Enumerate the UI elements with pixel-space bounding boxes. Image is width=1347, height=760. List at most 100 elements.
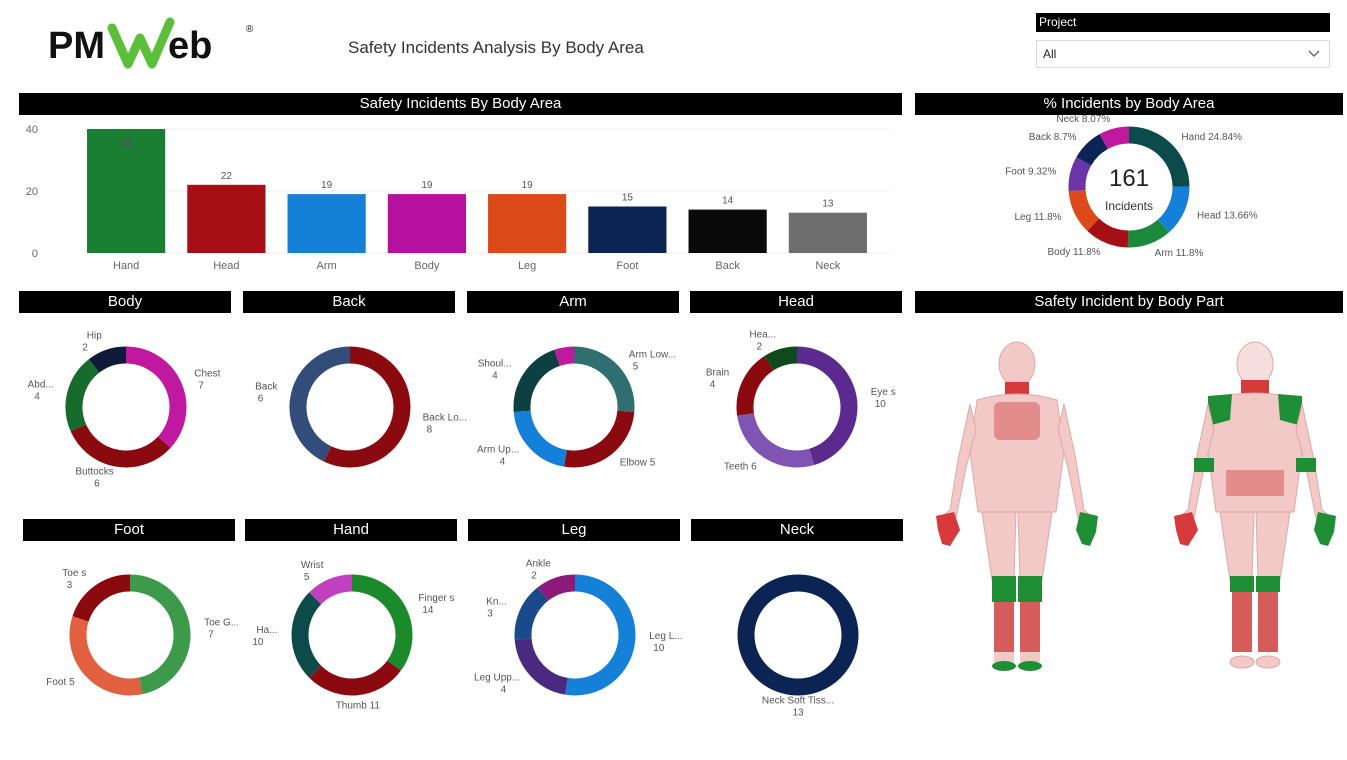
donut-slice[interactable]	[537, 574, 576, 601]
project-dropdown[interactable]: All	[1036, 40, 1330, 68]
bar-arm[interactable]	[287, 194, 366, 253]
slice-count: 7	[198, 381, 204, 392]
slice-name: Ha...	[256, 625, 277, 636]
donut-slice[interactable]	[764, 346, 798, 371]
svg-text:PM: PM	[48, 25, 105, 67]
donut-slice[interactable]	[289, 346, 351, 462]
donut-slice[interactable]	[129, 574, 191, 695]
donut-slice[interactable]	[1099, 126, 1130, 150]
donut-slice[interactable]	[70, 424, 171, 468]
donut-slice[interactable]	[565, 574, 636, 696]
donut-slice[interactable]	[309, 660, 401, 696]
donut-slice[interactable]	[554, 346, 575, 366]
front-figure-shape	[936, 341, 1098, 671]
y-tick-label: 0	[32, 248, 38, 260]
donut-slice[interactable]	[69, 616, 143, 696]
donut-center-value: 161	[1109, 165, 1149, 192]
pct-donut-chart[interactable]: Hand 24.84% Head 13.66% Arm 11.8% Body 11.8…	[915, 114, 1343, 288]
chevron-down-icon[interactable]	[1307, 41, 1321, 76]
bar-value-label: 14	[722, 196, 734, 207]
x-tick-label: Hand	[113, 260, 139, 272]
slice-count: 2	[82, 342, 88, 353]
donut-slice[interactable]	[737, 412, 815, 468]
slice-label: Body 11.8%	[1047, 247, 1100, 258]
slice-name: Arm Up...	[477, 445, 519, 456]
bar-foot[interactable]	[588, 206, 667, 254]
slice-name: Buttocks	[75, 467, 113, 478]
donut-slice[interactable]	[309, 574, 353, 605]
donut-center-label: Incidents	[1105, 199, 1153, 213]
bar-hand[interactable]	[87, 129, 166, 253]
svg-text:eb: eb	[168, 25, 212, 67]
donut-slice[interactable]	[796, 346, 858, 466]
donut-slice[interactable]	[1076, 134, 1109, 166]
slice-name: Finger s	[418, 593, 454, 604]
donut-slice[interactable]	[514, 638, 569, 695]
bar-neck[interactable]	[788, 212, 867, 253]
donut-slice[interactable]	[514, 587, 549, 640]
slice-label: Head 13.66%	[1197, 211, 1258, 222]
bar-back[interactable]	[688, 209, 767, 253]
registered-mark: ®	[246, 24, 254, 35]
bar-value-label: 15	[622, 193, 634, 204]
donut-slice[interactable]	[65, 359, 100, 432]
donut-slice[interactable]	[1128, 126, 1190, 187]
body-figure-back	[1174, 341, 1336, 669]
donut-slice[interactable]	[88, 346, 127, 373]
donut-slice[interactable]	[1087, 218, 1129, 248]
back-figure-shape	[1174, 341, 1336, 669]
leg-donut-title: Leg	[468, 519, 680, 541]
project-dropdown-value: All	[1043, 47, 1057, 61]
bar-chart[interactable]: 0 20 40 40 Hand 22 Head 19 Arm 19 Body 19 Leg 15 Foot 1…	[0, 0, 1347, 290]
bar-chart-title: Safety Incidents By Body Area	[19, 93, 902, 115]
donut-slice[interactable]	[1068, 189, 1100, 231]
donut-slice[interactable]	[72, 574, 131, 622]
donut-slice[interactable]	[564, 410, 635, 468]
donut-slice[interactable]	[1068, 157, 1092, 192]
donut-slice[interactable]	[351, 574, 413, 671]
x-tick-label: Body	[414, 260, 440, 272]
slice-label: Teeth 6	[724, 461, 757, 472]
donut-slice[interactable]	[736, 356, 774, 416]
donut-slice[interactable]	[1157, 186, 1190, 233]
bar-value-label: 13	[822, 199, 834, 210]
slice-count: 4	[500, 457, 506, 468]
slice-label: Back 8.7%	[1029, 132, 1077, 143]
slice-name: Wrist	[301, 560, 324, 571]
slice-label: Thumb 11	[336, 700, 381, 711]
project-slicer[interactable]: Project All	[1036, 13, 1330, 68]
slice-name: Foot	[46, 677, 69, 688]
donut-slice[interactable]	[291, 592, 322, 678]
body-figure-front	[936, 341, 1098, 671]
donut-slice[interactable]	[125, 346, 187, 448]
donut-slice[interactable]	[323, 346, 411, 468]
slice-count: 6	[94, 479, 100, 490]
slice-count: 4	[492, 370, 498, 381]
slice-name: Arm Low...	[629, 349, 676, 360]
slice-label: Elbow 5	[620, 458, 656, 469]
pct-chart-title: % Incidents by Body Area	[915, 93, 1343, 115]
slice-count: 13	[792, 708, 804, 719]
neck-donut-title: Neck	[691, 519, 903, 541]
slice-count: 2	[756, 341, 762, 352]
donut-slice[interactable]	[573, 346, 635, 412]
donut-slice[interactable]	[737, 574, 859, 696]
slice-name: Elbow	[620, 458, 650, 469]
donut-slice[interactable]	[513, 410, 568, 467]
bar-body[interactable]	[387, 194, 466, 253]
slice-count: 5	[650, 458, 656, 469]
bar-head[interactable]	[187, 184, 266, 253]
bar-leg[interactable]	[488, 194, 567, 253]
donut-slice[interactable]	[1127, 219, 1169, 248]
neck-donut-chart[interactable]: Neck Soft Tiss...13	[691, 543, 906, 743]
slice-count: 3	[487, 609, 493, 620]
foot-donut-chart[interactable]: Toe G...7 Foot 5 Toe s3	[23, 543, 239, 743]
slice-name: Teeth	[724, 461, 751, 472]
donut-slice[interactable]	[513, 349, 561, 412]
